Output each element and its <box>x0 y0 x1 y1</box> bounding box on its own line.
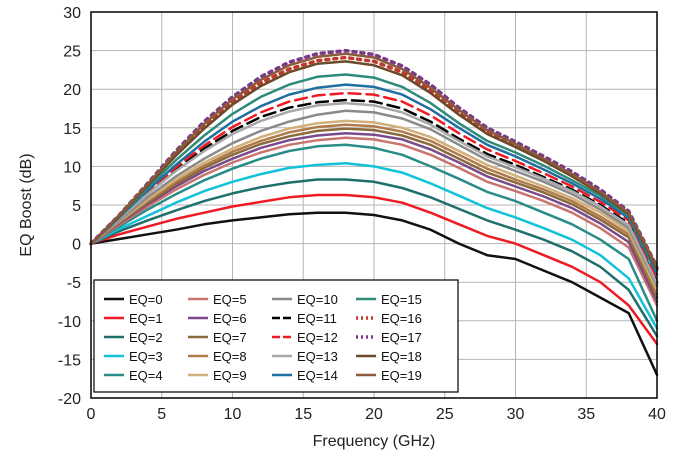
series-line-eq-2 <box>89 178 659 338</box>
y-tick-label: 15 <box>63 121 81 138</box>
legend-label: EQ=4 <box>129 368 163 383</box>
legend-label: EQ=18 <box>381 349 422 364</box>
legend-label: EQ=11 <box>297 311 337 326</box>
y-tick-label: 10 <box>63 159 81 176</box>
x-tick-label: 25 <box>436 406 454 423</box>
series-line-eq-11 <box>89 98 659 284</box>
series-line-eq-0 <box>89 211 659 377</box>
series-line-eq-14 <box>89 83 659 276</box>
legend-label: EQ=7 <box>213 330 247 345</box>
series-line-eq-9 <box>89 119 659 292</box>
series-line-eq-1 <box>89 193 659 346</box>
tick-labels: 0 5 10 15 20 25 30 35 40 30 25 20 15 10 5 0 -5 -10 -15 -20 <box>58 5 666 423</box>
series-line-eq-10 <box>89 109 659 288</box>
x-tick-label: 30 <box>507 406 525 423</box>
series-line-eq-7 <box>89 127 659 299</box>
legend: EQ=0 EQ=1 EQ=2 EQ=3 EQ=4 EQ=5 EQ=6 EQ=7 EQ=8 EQ=9… <box>93 279 459 393</box>
series-line-eq-5 <box>89 136 659 307</box>
x-tick-label: 35 <box>577 406 595 423</box>
series-line-eq-13 <box>89 101 659 285</box>
legend-label: EQ=1 <box>129 311 163 326</box>
y-tick-label: -15 <box>58 352 81 369</box>
series-line-eq-3 <box>89 162 659 330</box>
y-tick-label: 20 <box>63 82 81 99</box>
x-tick-label: 40 <box>648 406 666 423</box>
legend-label: EQ=12 <box>297 330 338 345</box>
legend-label: EQ=16 <box>381 311 422 326</box>
x-tick-label: 5 <box>157 406 166 423</box>
x-tick-label: 20 <box>365 406 383 423</box>
y-tick-label: 5 <box>72 198 81 215</box>
legend-label: EQ=10 <box>297 292 338 307</box>
y-axis-title: EQ Boost (dB) <box>18 153 35 256</box>
legend-label: EQ=15 <box>381 292 422 307</box>
series-lines <box>89 48 659 377</box>
y-tick-label: 0 <box>72 237 81 254</box>
series-line-eq-12 <box>89 91 659 280</box>
legend-label: EQ=0 <box>129 292 163 307</box>
legend-label: EQ=14 <box>297 368 338 383</box>
legend-label: EQ=3 <box>129 349 163 364</box>
legend-label: EQ=2 <box>129 330 163 345</box>
series-line-eq-18 <box>89 60 659 271</box>
legend-label: EQ=6 <box>213 311 247 326</box>
legend-label: EQ=8 <box>213 349 247 364</box>
y-tick-label: -10 <box>58 314 81 331</box>
series-line-eq-15 <box>89 73 659 272</box>
legend-label: EQ=19 <box>381 368 422 383</box>
series-line-eq-19 <box>89 52 659 269</box>
y-tick-label: 30 <box>63 5 81 22</box>
legend-label: EQ=9 <box>213 368 247 383</box>
x-axis-title: Frequency (GHz) <box>313 433 436 450</box>
x-tick-label: 15 <box>294 406 312 423</box>
plot-frame <box>90 11 658 399</box>
y-tick-label: -20 <box>58 391 81 408</box>
y-tick-label: 25 <box>63 44 81 61</box>
x-tick-label: 0 <box>87 406 96 423</box>
series-line-eq-8 <box>89 123 659 296</box>
x-tick-label: 10 <box>224 406 242 423</box>
series-line-eq-6 <box>89 131 659 303</box>
legend-label: EQ=5 <box>213 292 247 307</box>
legend-label: EQ=17 <box>381 330 422 345</box>
legend-label: EQ=13 <box>297 349 338 364</box>
series-line-eq-4 <box>89 143 659 323</box>
y-tick-label: -5 <box>67 275 81 292</box>
